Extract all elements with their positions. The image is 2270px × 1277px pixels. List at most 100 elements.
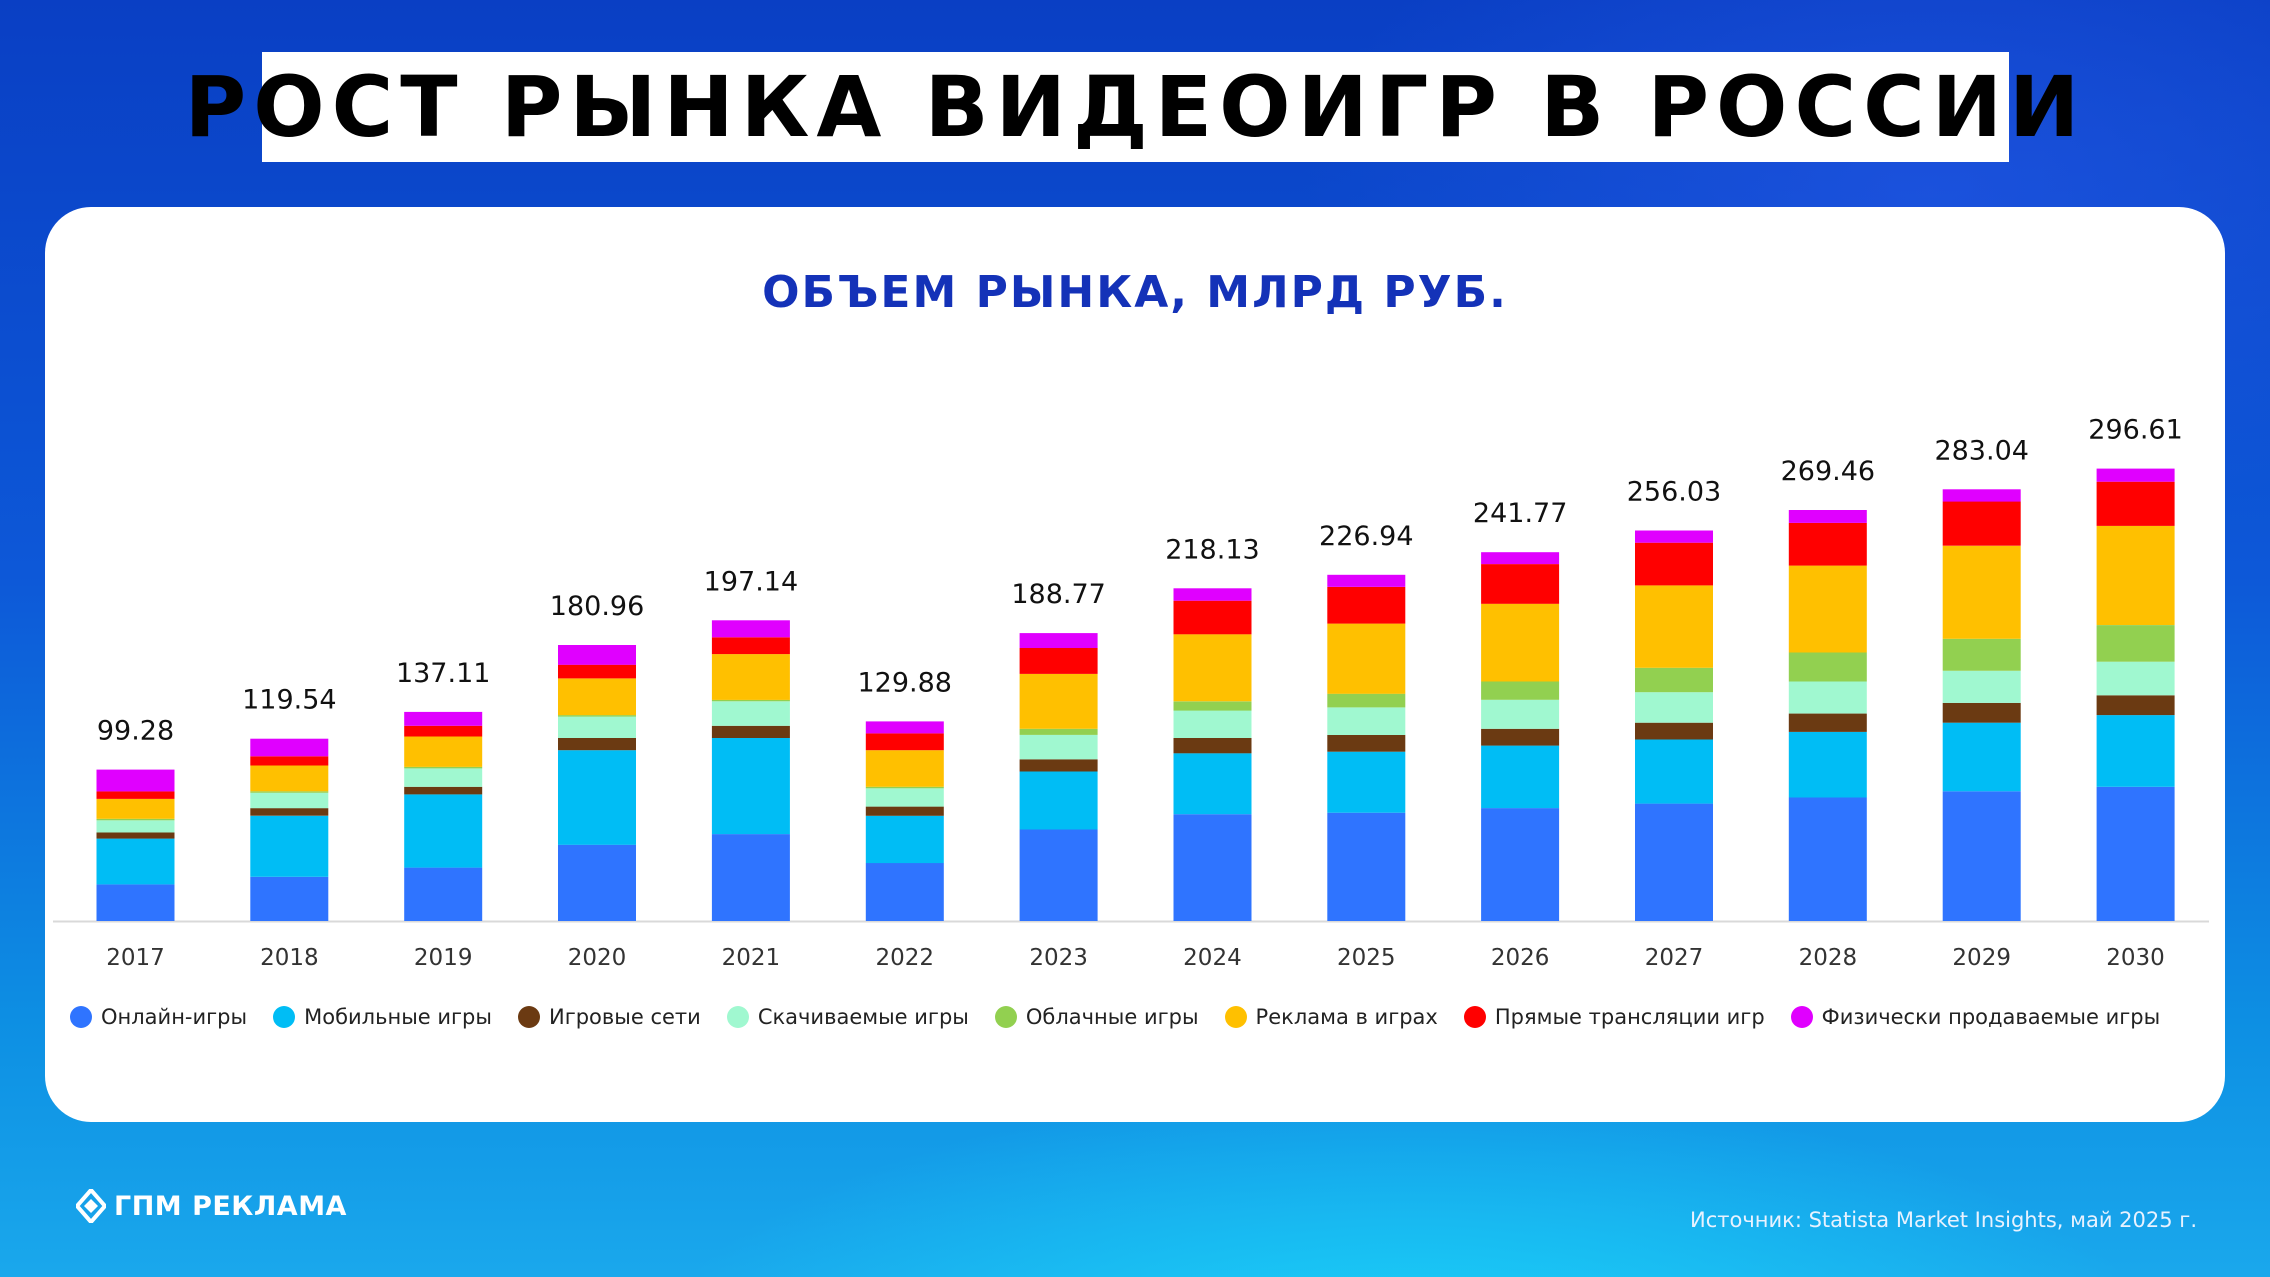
legend-label: Прямые трансляции игр — [1494, 1005, 1765, 1029]
bar-segment-2026-series-5 — [1481, 681, 1560, 700]
bar-segment-2029-series-4 — [1942, 670, 2021, 703]
chart-title: ОБЪЕМ РЫНКА, МЛРД РУБ. — [762, 267, 1508, 318]
bar-segment-2025-series-5 — [1327, 693, 1406, 708]
bar-segment-2020-series-3 — [558, 738, 636, 751]
legend-item-6: Реклама в играх — [1224, 1005, 1438, 1029]
legend-label: Физически продаваемые игры — [1821, 1005, 2161, 1029]
bar-segment-2026-series-8 — [1481, 552, 1560, 565]
chart-legend: Онлайн-игры Мобильные игры Игровые сети Ска… — [70, 997, 2220, 1037]
legend-item-2: Мобильные игры — [273, 1005, 492, 1029]
bar-segment-2021-series-6 — [711, 654, 790, 700]
bar-segment-2025-series-4 — [1327, 707, 1406, 735]
total-label-2022: 129.88 — [858, 667, 952, 698]
bar-segment-2019-series-1 — [404, 867, 483, 921]
x-tick-label-2030: 2030 — [2106, 945, 2165, 967]
bar-segment-2018-series-4 — [250, 792, 329, 809]
bar-segment-2028-series-1 — [1788, 797, 1867, 921]
legend-label: Онлайн-игры — [101, 1005, 248, 1029]
bar-segment-2025-series-3 — [1327, 734, 1406, 752]
bar-segment-2030-series-8 — [2096, 468, 2175, 482]
bar-segment-2018-series-2 — [250, 815, 329, 877]
total-label-2021: 197.14 — [704, 566, 798, 597]
legend-swatch — [1790, 1006, 1813, 1028]
bar-segment-2024-series-8 — [1173, 588, 1252, 601]
bar-segment-2017-series-4 — [96, 820, 175, 833]
legend-item-1: Онлайн-игры — [70, 1005, 247, 1029]
bar-segment-2030-series-4 — [2096, 661, 2175, 696]
bar-segment-2023-series-2 — [1019, 771, 1098, 830]
bar-segment-2023-series-5 — [1019, 728, 1098, 735]
legend-swatch — [517, 1006, 540, 1028]
bar-segment-2025-series-8 — [1327, 574, 1406, 587]
bar-segment-2018-series-7 — [250, 756, 329, 766]
bar-segment-2024-series-6 — [1173, 634, 1252, 702]
bar-segment-2026-series-2 — [1481, 745, 1560, 809]
bar-segment-2020-series-8 — [558, 645, 636, 665]
bar-segment-2019-series-2 — [404, 794, 483, 868]
x-tick-label-2023: 2023 — [1029, 945, 1088, 967]
bar-segment-2025-series-2 — [1327, 751, 1406, 813]
legend-swatch — [1224, 1006, 1247, 1028]
page-title-banner: РОСТ РЫНКА ВИДЕОИГР В РОССИИ — [185, 52, 2079, 162]
x-tick-label-2021: 2021 — [722, 945, 781, 967]
bar-segment-2028-series-6 — [1788, 565, 1867, 653]
total-label-2020: 180.96 — [550, 591, 644, 622]
bar-segment-2023-series-3 — [1019, 759, 1098, 772]
bar-segment-2024-series-5 — [1173, 701, 1252, 711]
bar-segment-2027-series-1 — [1635, 803, 1713, 921]
stacked-bar-chart: 99.28 2017 119.54 2018 137.11 2019 180.96 2020 1… — [53, 415, 2209, 967]
bar-segment-2020-series-5 — [558, 715, 636, 717]
bar-segment-2020-series-2 — [558, 750, 636, 845]
legend-label: Реклама в играх — [1255, 1005, 1438, 1029]
logo-text: ГПМ РЕКЛАМА — [114, 1190, 347, 1222]
x-tick-label-2027: 2027 — [1645, 945, 1704, 967]
bar-segment-2022-series-4 — [865, 788, 944, 807]
bar-segment-2023-series-1 — [1019, 829, 1098, 921]
bar-segment-2024-series-2 — [1173, 753, 1252, 815]
source-note: Источник: Statista Market Insights, май … — [1690, 1208, 2197, 1232]
bar-segment-2019-series-7 — [404, 725, 483, 737]
page-title: РОСТ РЫНКА ВИДЕОИГР В РОССИИ — [184, 58, 2087, 156]
bar-segment-2020-series-1 — [558, 844, 636, 921]
bar-segment-2027-series-8 — [1635, 530, 1713, 543]
legend-swatch — [273, 1006, 296, 1028]
bar-segment-2022-series-7 — [865, 733, 944, 751]
bar-segment-2027-series-3 — [1635, 722, 1713, 740]
bar-segment-2030-series-2 — [2096, 715, 2175, 787]
bar-segment-2028-series-5 — [1788, 652, 1867, 682]
bar-segment-2027-series-7 — [1635, 542, 1713, 586]
bar-segment-2028-series-4 — [1788, 681, 1867, 714]
bar-segment-2021-series-5 — [711, 699, 790, 702]
bar-segment-2028-series-7 — [1788, 522, 1867, 566]
bar-segment-2017-series-2 — [96, 838, 175, 885]
bar-segment-2027-series-2 — [1635, 739, 1713, 804]
legend-item-8: Физически продаваемые игры — [1790, 1005, 2161, 1029]
legend-item-4: Скачиваемые игры — [726, 1005, 969, 1029]
bar-segment-2029-series-1 — [1942, 791, 2021, 921]
bar-segment-2017-series-6 — [96, 799, 175, 819]
legend-swatch — [726, 1006, 749, 1028]
bar-segment-2019-series-3 — [404, 786, 483, 795]
bar-segment-2021-series-7 — [711, 637, 790, 655]
bar-segment-2026-series-4 — [1481, 699, 1560, 729]
x-tick-label-2029: 2029 — [1952, 945, 2011, 967]
bar-segment-2022-series-5 — [865, 786, 944, 789]
bar-segment-2022-series-3 — [865, 806, 944, 816]
legend-swatch — [1463, 1006, 1486, 1028]
bar-segment-2026-series-1 — [1481, 808, 1560, 921]
bar-segment-2027-series-5 — [1635, 667, 1713, 693]
bar-segment-2017-series-1 — [96, 884, 175, 921]
bar-segment-2027-series-4 — [1635, 692, 1713, 723]
legend-item-5: Облачные игры — [994, 1005, 1199, 1029]
total-label-2026: 241.77 — [1473, 498, 1567, 529]
bar-segment-2025-series-6 — [1327, 623, 1406, 694]
bar-segment-2020-series-6 — [558, 678, 636, 716]
legend-item-7: Прямые трансляции игр — [1463, 1005, 1765, 1029]
bar-segment-2017-series-7 — [96, 791, 175, 799]
bar-segment-2024-series-1 — [1173, 814, 1252, 921]
x-tick-label-2020: 2020 — [568, 945, 627, 967]
bar-segment-2030-series-7 — [2096, 481, 2175, 526]
legend-label: Скачиваемые игры — [757, 1005, 969, 1029]
total-label-2018: 119.54 — [242, 685, 336, 716]
bar-segment-2029-series-8 — [1942, 489, 2021, 502]
